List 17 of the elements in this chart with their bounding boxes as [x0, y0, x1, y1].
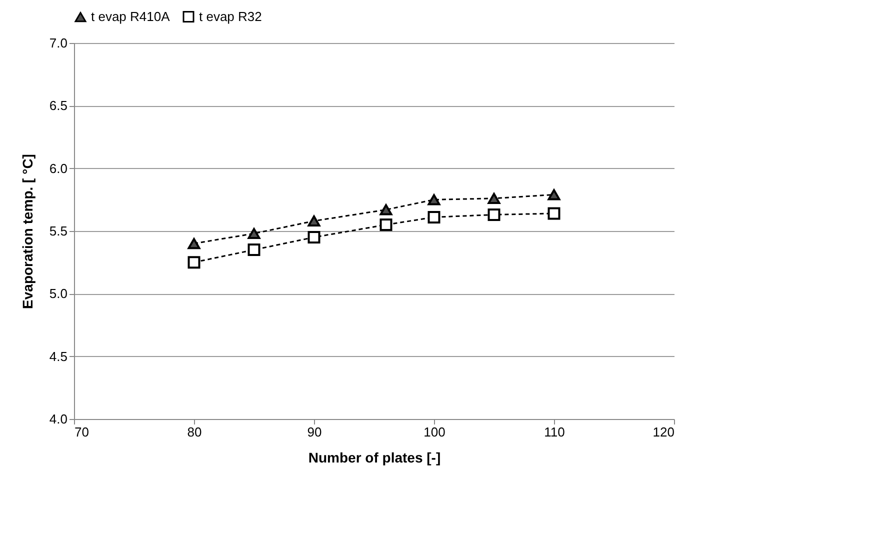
y-axis-title: Evaporation temp. [ °C] [19, 154, 36, 309]
x-axis-title: Number of plates [-] [308, 450, 441, 466]
y-tick-label: 6.0 [49, 160, 68, 176]
legend-label: t evap R32 [199, 8, 262, 24]
y-tick-label: 7.0 [49, 36, 68, 50]
x-tick-label: 100 [424, 424, 446, 440]
y-tick-label: 5.0 [49, 286, 68, 302]
y-tick-label: 4.5 [49, 348, 68, 364]
y-tick-label: 4.0 [49, 412, 68, 426]
x-tick-label: 110 [544, 424, 565, 440]
x-tick-label: 70 [74, 424, 89, 440]
y-tick-label: 5.5 [49, 224, 68, 238]
y-tick-label: 6.5 [49, 98, 68, 114]
x-tick-label: 120 [652, 424, 674, 440]
legend-label: t evap R410A [91, 9, 170, 24]
x-tick-label: 80 [187, 424, 202, 440]
x-tick-label: 90 [307, 424, 322, 440]
